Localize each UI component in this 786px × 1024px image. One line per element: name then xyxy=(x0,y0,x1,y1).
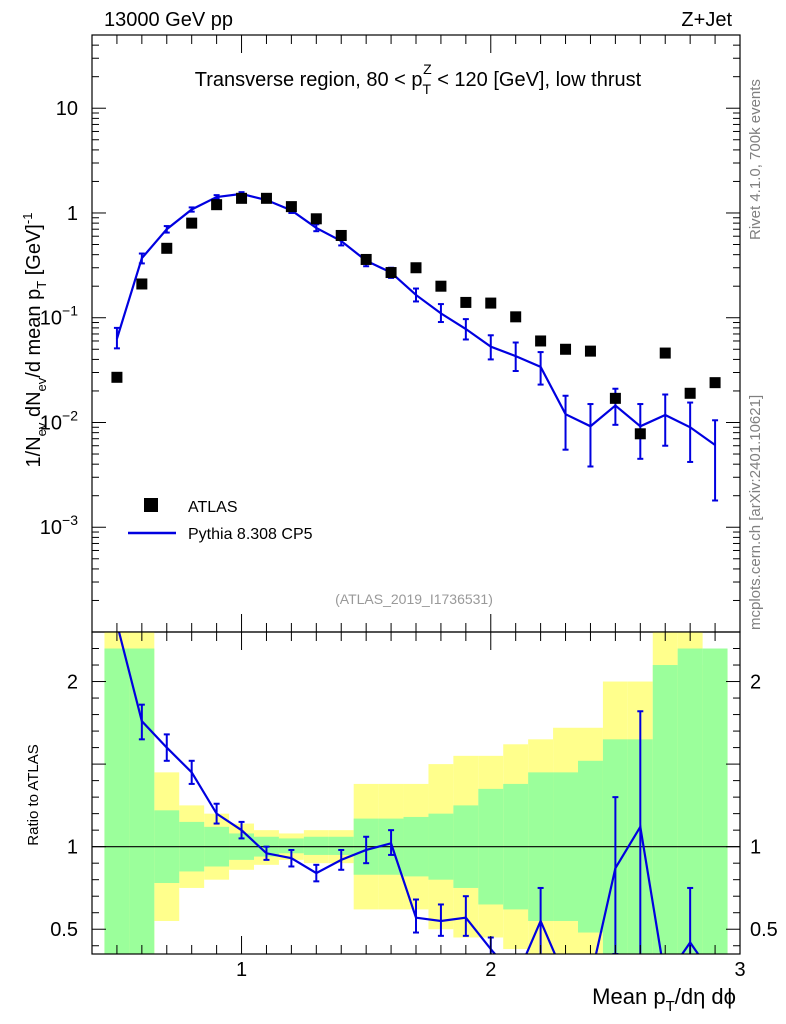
legend-atlas-marker xyxy=(144,498,158,512)
main-title-post: < 120 [GeV], low thrust xyxy=(432,69,642,91)
ratio-y-tick-label-right: 2 xyxy=(750,672,761,694)
ylabel-part-1: ev xyxy=(34,422,49,436)
ylabel-part-4: /d mean p xyxy=(23,289,45,378)
ratio-y-tick-label-left: 1 xyxy=(67,837,78,859)
uncertainty-band-inner xyxy=(104,648,130,954)
atlas-data-point xyxy=(510,311,522,323)
ratio-y-axis-label: Ratio to ATLAS xyxy=(25,744,42,845)
atlas-data-point xyxy=(335,229,347,241)
ylabel-part-7: -1 xyxy=(20,213,35,225)
atlas-data-point xyxy=(659,347,671,359)
mcplots-url-label: mcplots.cern.ch [arXiv:2401.10621] xyxy=(747,395,764,630)
main-y-tick-exponent: −3 xyxy=(62,512,78,528)
atlas-data-point xyxy=(410,262,422,274)
atlas-data-point xyxy=(260,192,272,204)
atlas-data-point xyxy=(435,280,447,292)
uncertainty-band-inner xyxy=(129,648,155,954)
xlabel-part-2: /dη dϕ xyxy=(675,984,736,1009)
main-y-tick-label: 10−3 xyxy=(40,512,78,539)
atlas-data-point xyxy=(161,242,173,254)
main-y-tick-base: 10 xyxy=(56,98,78,120)
atlas-data-point xyxy=(684,387,696,399)
rivet-version-label: Rivet 4.1.0, 700k events xyxy=(747,79,764,240)
atlas-data-point xyxy=(709,377,721,389)
atlas-data-point xyxy=(310,213,322,225)
uncertainty-band-inner xyxy=(652,665,678,954)
ylabel-part-6: [GeV] xyxy=(23,224,45,281)
x-tick-label: 1 xyxy=(236,959,247,981)
mc-line-pythia xyxy=(115,192,716,446)
atlas-data-point xyxy=(584,345,596,357)
analysis-reference: (ATLAS_2019_I1736531) xyxy=(335,591,493,607)
xlabel-part-0: Mean p xyxy=(592,984,665,1009)
main-y-tick-exponent: −2 xyxy=(62,407,78,423)
legend: ATLAS Pythia 8.308 CP5 xyxy=(128,498,313,543)
main-y-tick-base: 10 xyxy=(40,517,62,539)
main-data-layer xyxy=(111,191,721,502)
ratio-series-group xyxy=(117,632,700,954)
x-tick-label: 3 xyxy=(734,959,745,981)
main-title: Transverse region, 80 < pTZ < 120 [GeV],… xyxy=(195,61,642,97)
atlas-data-point xyxy=(236,192,248,204)
legend-atlas-label: ATLAS xyxy=(188,499,238,516)
uncertainty-band-inner xyxy=(303,836,329,855)
main-y-tick-base: 10 xyxy=(40,412,62,434)
main-y-tick-label: 1 xyxy=(67,203,78,225)
main-y-tick-base: 10 xyxy=(40,308,62,330)
legend-pythia-label: Pythia 8.308 CP5 xyxy=(188,526,313,543)
x-tick-label: 2 xyxy=(485,959,496,981)
ratio-y-tick-label-left: 2 xyxy=(67,672,78,694)
x-axis-label: Mean pT/dη dϕ xyxy=(592,984,736,1015)
main-title-sup: Z xyxy=(423,61,432,77)
atlas-data-point xyxy=(136,278,148,290)
main-title-sub: T xyxy=(423,81,432,97)
ratio-panel: 2 2 1 1 0.5 0.5 1 2 3 Ratio to ATLAS Mean pT/dη … xyxy=(25,631,778,1015)
ylabel-part-0: 1/N xyxy=(23,436,45,467)
atlas-data-point xyxy=(560,343,572,355)
ylabel-part-5: T xyxy=(34,281,49,289)
main-y-tick-base: 1 xyxy=(67,203,78,225)
atlas-data-point xyxy=(111,371,123,383)
main-y-axis-label: 1/Nev dNev/d mean pT [GeV]-1 xyxy=(20,213,49,468)
ratio-y-tick-label-right: 0.5 xyxy=(750,919,778,941)
header-right: Z+Jet xyxy=(681,9,732,31)
atlas-data-point xyxy=(385,267,397,279)
ratio-axes: 2 2 1 1 0.5 0.5 1 2 3 xyxy=(50,632,778,981)
main-y-tick-label: 10−2 xyxy=(40,407,78,434)
main-y-tick-exponent: −1 xyxy=(62,303,78,319)
uncertainty-band-inner xyxy=(278,838,304,854)
ylabel-part-2: dN xyxy=(23,391,45,422)
atlas-data-point xyxy=(211,199,223,211)
uncertainty-band-inner xyxy=(702,648,728,954)
ratio-y-tick-label-right: 1 xyxy=(750,837,761,859)
atlas-data-point xyxy=(285,201,297,213)
atlas-data-point xyxy=(535,335,547,347)
ratio-y-tick-label-left: 0.5 xyxy=(50,919,78,941)
atlas-data-point xyxy=(634,428,646,440)
main-y-tick-label: 10 xyxy=(56,98,78,120)
header-left: 13000 GeV pp xyxy=(104,9,233,31)
atlas-data-point xyxy=(186,217,198,229)
xlabel-part-1: T xyxy=(666,998,675,1015)
atlas-data-point xyxy=(460,296,472,308)
ratio-data-layer xyxy=(92,632,740,954)
main-y-tick-label: 10−1 xyxy=(40,303,78,330)
atlas-data-point xyxy=(609,392,621,404)
atlas-data-point xyxy=(485,297,497,309)
ylabel-part-3: ev xyxy=(34,377,49,391)
uncertainty-band-inner xyxy=(328,836,354,855)
atlas-data-point xyxy=(360,253,372,265)
main-title-pre: Transverse region, 80 < p xyxy=(195,69,423,91)
